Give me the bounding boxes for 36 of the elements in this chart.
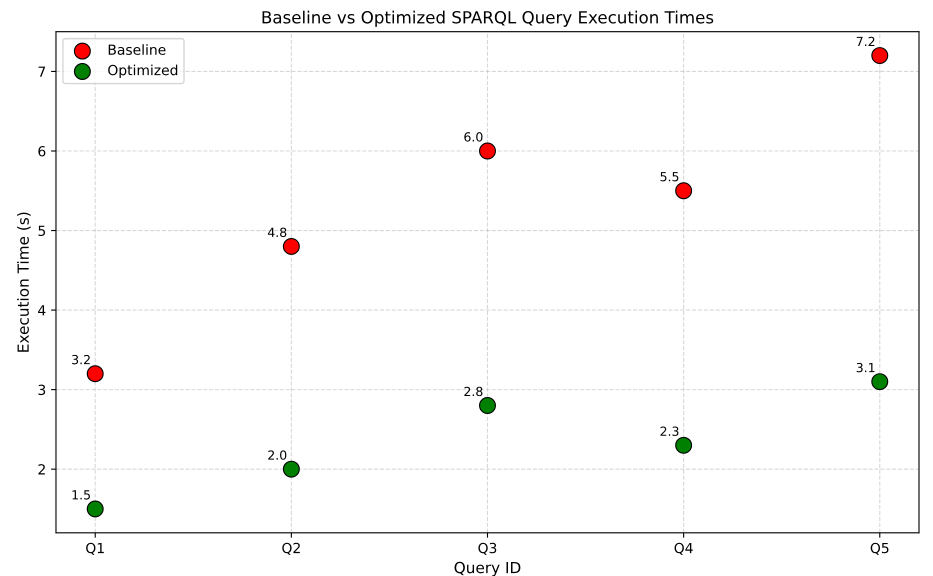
point <box>871 47 888 64</box>
data-label: 2.3 <box>660 426 678 436</box>
chart-title: Baseline vs Optimized SPARQL Query Execution Times <box>262 10 714 27</box>
point <box>282 460 300 478</box>
data-label: 6.0 <box>464 132 482 142</box>
y-tick-label: 6 <box>38 146 46 156</box>
data-label: 5.5 <box>660 172 678 182</box>
legend-label: Baseline <box>108 44 166 55</box>
data-label: 2.0 <box>268 450 286 460</box>
x-tick-label: Q2 <box>282 542 300 555</box>
x-tick-label: Q5 <box>870 542 888 555</box>
point <box>86 500 104 518</box>
y-tick-label: 5 <box>38 226 46 236</box>
legend-label: Optimized <box>108 64 178 78</box>
point <box>282 238 300 255</box>
point <box>479 142 496 160</box>
point <box>479 397 496 414</box>
x-axis-title: Query ID <box>454 562 520 576</box>
y-tick-label: 7 <box>38 66 46 77</box>
data-label: 7.2 <box>856 36 874 46</box>
point <box>675 436 692 454</box>
y-tick-label: 4 <box>38 305 46 316</box>
point <box>871 373 888 390</box>
data-label: 3.2 <box>72 354 90 364</box>
x-tick-label: Q3 <box>478 542 496 555</box>
data-label: 3.1 <box>856 362 874 372</box>
y-tick-label: 2 <box>38 464 45 474</box>
data-label: 4.8 <box>268 228 286 238</box>
point <box>675 182 692 200</box>
x-tick-label: Q4 <box>674 542 693 555</box>
data-label: 1.5 <box>72 490 90 500</box>
data-label: 2.8 <box>464 386 482 396</box>
y-tick-label: 3 <box>38 384 46 396</box>
y-axis-title: Execution Time (s) <box>17 212 31 352</box>
point <box>86 365 104 382</box>
x-tick-label: Q1 <box>86 542 104 555</box>
